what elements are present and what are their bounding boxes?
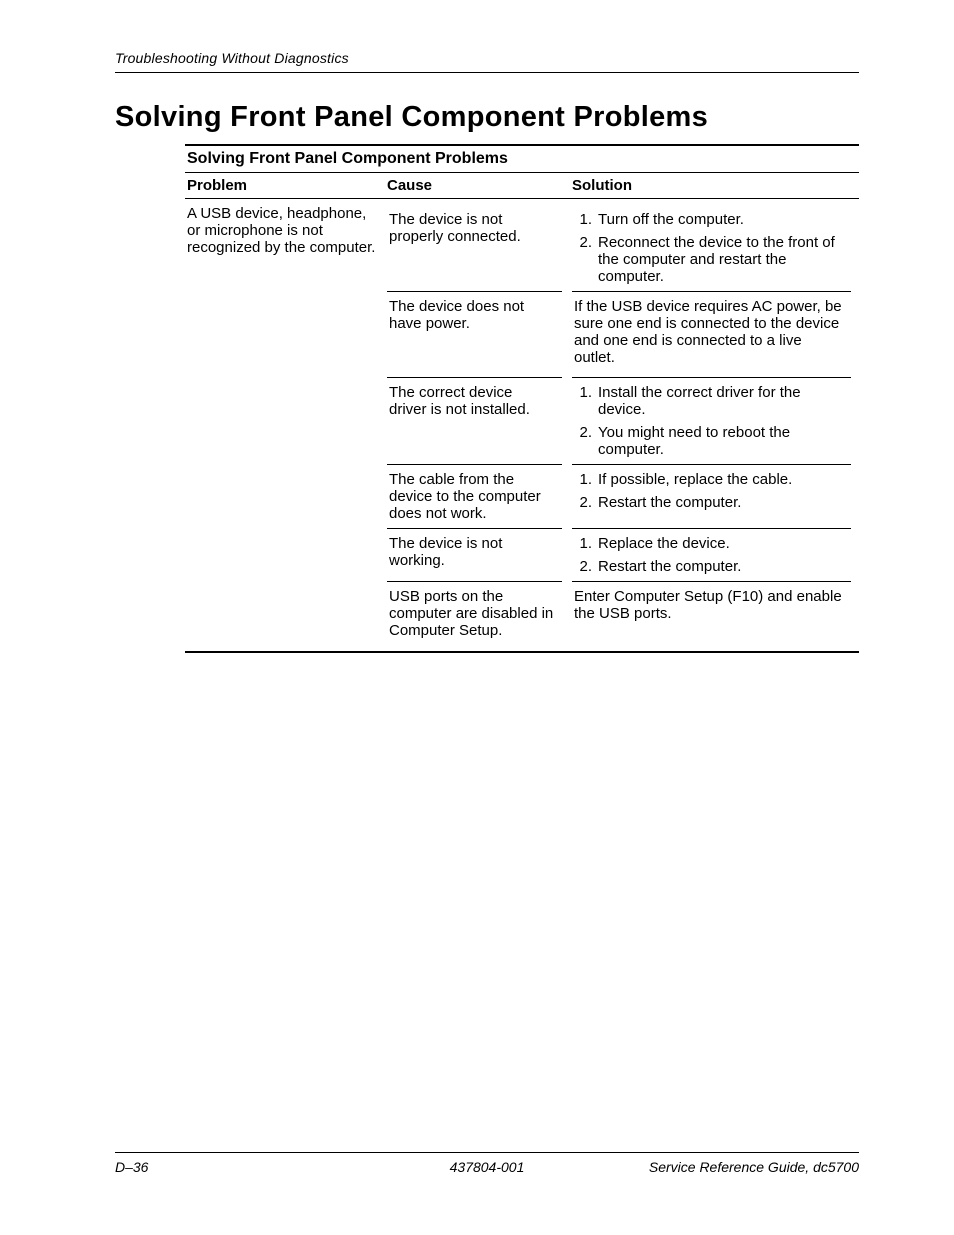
solution-text: Enter Computer Setup (F10) and enable th…: [574, 588, 843, 622]
page: Troubleshooting Without Diagnostics Solv…: [0, 0, 954, 1235]
solution-cell: 1.Replace the device. 2.Restart the comp…: [572, 528, 851, 581]
cause-cell: The cable from the device to the compute…: [387, 464, 562, 528]
list-item: 1.If possible, replace the cable.: [594, 471, 843, 488]
cause-cell: The device is not working.: [387, 528, 562, 581]
page-heading: Solving Front Panel Component Problems: [115, 101, 859, 134]
list-item: 2.Reconnect the device to the front of t…: [594, 234, 843, 285]
solution-column: 1.Turn off the computer. 2.Reconnect the…: [570, 199, 859, 651]
list-item: 1.Install the correct driver for the dev…: [594, 384, 843, 418]
page-footer: D–36 437804-001 Service Reference Guide,…: [115, 1152, 859, 1175]
solution-text: Restart the computer.: [598, 494, 741, 511]
running-header: Troubleshooting Without Diagnostics: [115, 50, 859, 73]
solution-text: Restart the computer.: [598, 558, 741, 575]
cause-column: The device is not properly connected. Th…: [385, 199, 570, 651]
list-item: 2.You might need to reboot the computer.: [594, 424, 843, 458]
solution-text: You might need to reboot the computer.: [598, 424, 790, 458]
solution-list: 1.If possible, replace the cable. 2.Rest…: [574, 471, 843, 511]
col-header-cause: Cause: [385, 173, 570, 198]
table-row: A USB device, headphone, or microphone i…: [185, 199, 859, 651]
cause-cell: The correct device driver is not install…: [387, 377, 562, 464]
solution-text: If the USB device requires AC power, be …: [574, 298, 843, 366]
solution-cell: 1.Turn off the computer. 2.Reconnect the…: [572, 205, 851, 291]
list-item: 1.Replace the device.: [594, 535, 843, 552]
solution-cell: 1.Install the correct driver for the dev…: [572, 377, 851, 464]
solution-list: 1.Install the correct driver for the dev…: [574, 384, 843, 458]
col-header-problem: Problem: [185, 173, 385, 198]
solution-text: If possible, replace the cable.: [598, 471, 792, 488]
solution-text: Turn off the computer.: [598, 211, 744, 228]
troubleshooting-table: Solving Front Panel Component Problems P…: [185, 144, 859, 653]
cause-cell: USB ports on the computer are disabled i…: [387, 581, 562, 645]
solution-text: Replace the device.: [598, 535, 730, 552]
list-item: 2.Restart the computer.: [594, 558, 843, 575]
list-item: 2.Restart the computer.: [594, 494, 843, 511]
solution-text: Install the correct driver for the devic…: [598, 384, 801, 418]
solution-list: 1.Replace the device. 2.Restart the comp…: [574, 535, 843, 575]
table-header-row: Problem Cause Solution: [185, 173, 859, 199]
cause-cell: The device does not have power.: [387, 291, 562, 377]
solution-cell: Enter Computer Setup (F10) and enable th…: [572, 581, 851, 645]
footer-guide-title: Service Reference Guide, dc5700: [649, 1159, 859, 1175]
solution-list: 1.Turn off the computer. 2.Reconnect the…: [574, 211, 843, 285]
col-header-solution: Solution: [570, 173, 859, 198]
list-item: 1.Turn off the computer.: [594, 211, 843, 228]
solution-text: Reconnect the device to the front of the…: [598, 234, 835, 285]
cause-cell: The device is not properly connected.: [387, 205, 562, 291]
table-title: Solving Front Panel Component Problems: [185, 146, 859, 173]
problem-cell: A USB device, headphone, or microphone i…: [185, 199, 385, 651]
solution-cell: If the USB device requires AC power, be …: [572, 291, 851, 377]
solution-cell: 1.If possible, replace the cable. 2.Rest…: [572, 464, 851, 528]
footer-page-number: D–36: [115, 1159, 148, 1175]
